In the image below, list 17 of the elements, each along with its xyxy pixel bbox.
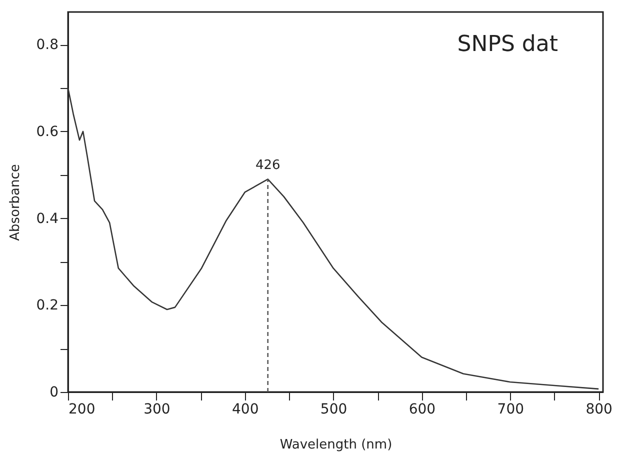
annotation: SNPS dat (457, 32, 558, 57)
y-tick-label: 0.6 (36, 124, 59, 140)
y-axis-title: Absorbance (8, 164, 24, 241)
annotation: 426 (255, 158, 280, 174)
x-tick-label: 700 (497, 402, 524, 418)
y-tick-label: 0.2 (36, 298, 58, 314)
y-tick-label: 0.4 (36, 210, 59, 227)
y-tick-label: 0.8 (36, 37, 58, 54)
x-tick-label: 400 (232, 402, 259, 418)
x-axis-title: Wavelength (nm) (280, 438, 392, 452)
x-tick-label: 500 (320, 402, 348, 418)
x-tick-label: 200 (68, 402, 96, 418)
line-series (67, 87, 600, 390)
x-tick-label: 800 (586, 402, 612, 418)
x-tick-label: 300 (144, 402, 170, 418)
x-tick-label: 600 (408, 402, 436, 418)
y-tick-label: 0 (50, 384, 58, 400)
